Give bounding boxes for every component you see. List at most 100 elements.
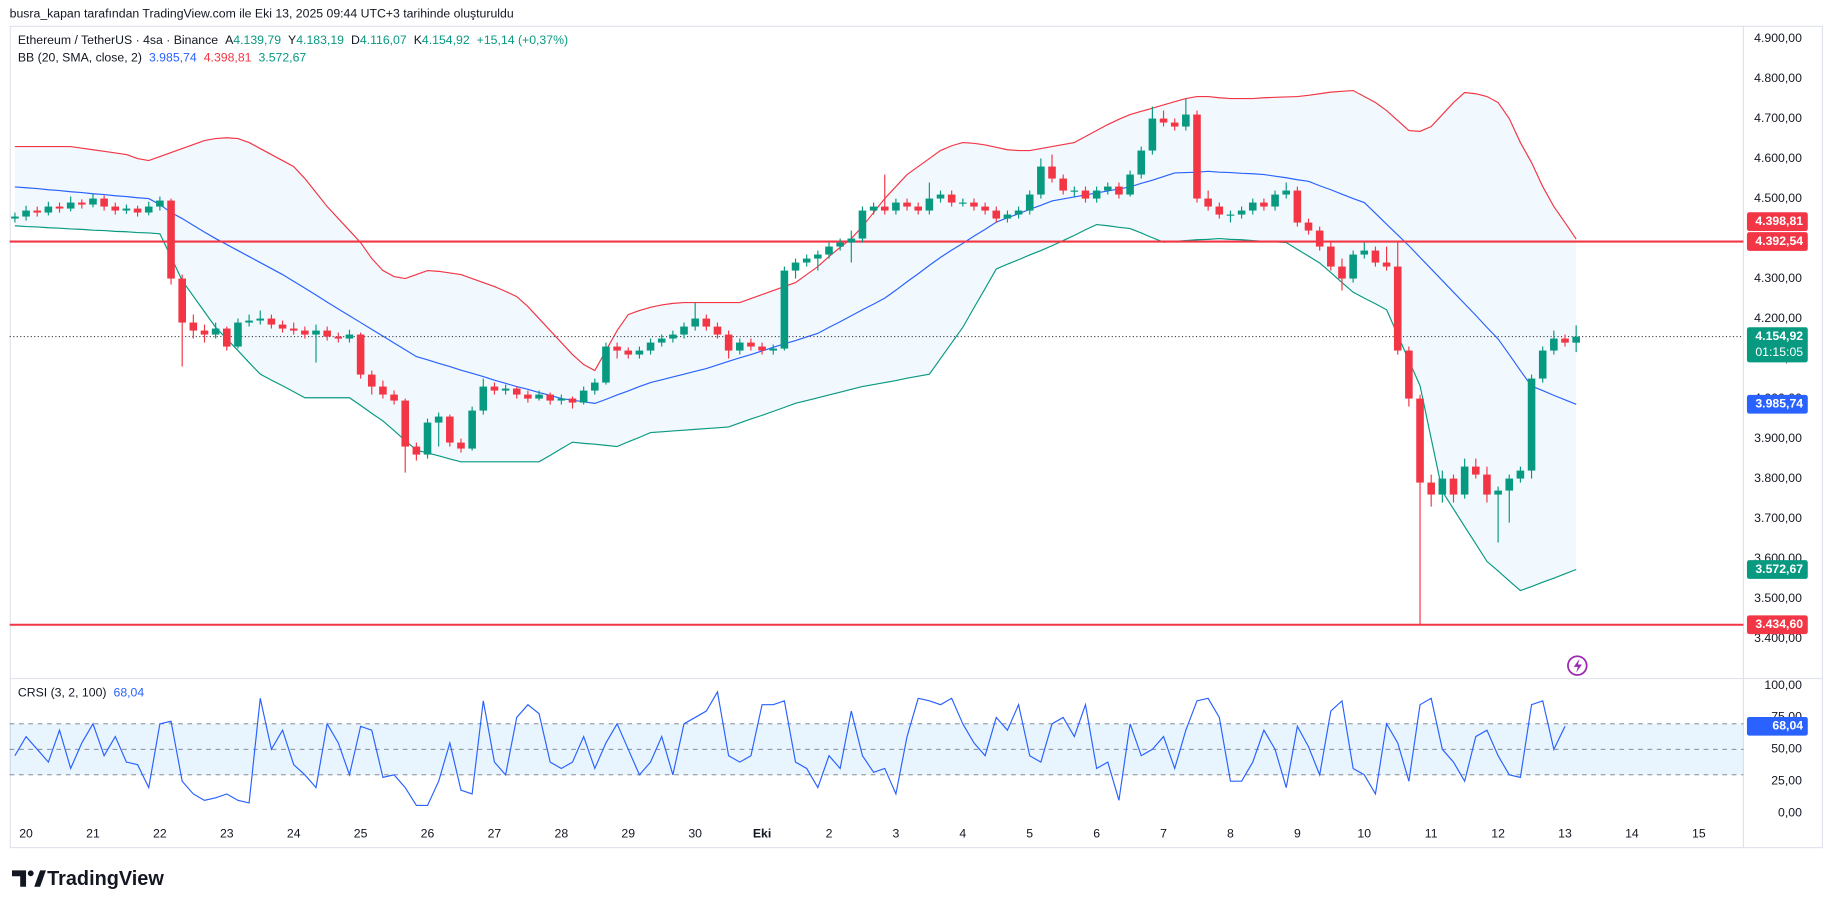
- candle-body: [468, 410, 476, 449]
- candle-body: [1315, 230, 1324, 247]
- candle-body: [334, 336, 343, 339]
- candle-body: [33, 210, 42, 213]
- price-tag-label: 4.398,81: [1755, 214, 1803, 228]
- candle-body: [234, 322, 242, 347]
- candle-body: [1059, 178, 1067, 191]
- crsi-y-tick-label: 0,00: [1778, 805, 1802, 819]
- bb-value: 4.398,81: [204, 51, 252, 65]
- price-tag: [1746, 615, 1808, 635]
- candle-body: [1014, 210, 1023, 215]
- legend-key: A: [225, 33, 234, 47]
- candle-body: [981, 206, 989, 211]
- candle-body: [1304, 222, 1313, 231]
- candle-body: [66, 202, 75, 209]
- x-tick-label: 4: [959, 826, 966, 840]
- y-tick-label: 4.500,00: [1754, 191, 1802, 205]
- bb-layer: [14, 89, 1577, 592]
- y-tick-label: 4.900,00: [1754, 31, 1802, 45]
- candle-body: [345, 334, 354, 339]
- candle-body: [546, 394, 554, 401]
- candle-body: [1215, 206, 1224, 215]
- candle-body: [1237, 210, 1246, 215]
- candle-body: [869, 206, 878, 211]
- legend-value: 4.183,19: [296, 33, 344, 47]
- price-tag-label: 4.154,92: [1755, 329, 1803, 343]
- candle-body: [1248, 202, 1257, 211]
- candle-body: [825, 246, 833, 255]
- legend-value: 4.154,92: [422, 33, 470, 47]
- x-tick-label: 5: [1026, 826, 1033, 840]
- crsi-line: [14, 690, 1566, 807]
- candle-body: [1282, 190, 1291, 195]
- price-tag-label: 3.985,74: [1755, 397, 1803, 411]
- candle-body: [512, 388, 521, 395]
- tag-layer: 4.398,81 4.392,54 4.154,92 01:15:05 3.985,74…: [1746, 212, 1808, 736]
- candle-body: [1327, 246, 1335, 267]
- y-tick-label: 3.400,00: [1754, 631, 1802, 645]
- candle-body: [1115, 186, 1123, 195]
- legend-value: 4.116,07: [360, 33, 407, 47]
- legend-symbol: Ethereum / TetherUS · 4sa · Binance: [18, 33, 218, 47]
- candle-body: [223, 328, 231, 347]
- candle-body: [735, 342, 744, 351]
- x-tick-label: 25: [354, 826, 368, 840]
- legend-layer: Ethereum / TetherUS · 4sa · Binance A4.13…: [18, 33, 568, 700]
- candle-body: [1226, 214, 1235, 216]
- candle-body: [1148, 118, 1157, 151]
- candle-body: [1393, 266, 1402, 351]
- crsi-tag-label: 68,04: [1772, 719, 1803, 733]
- candle-body: [602, 346, 610, 383]
- candle-body: [89, 198, 97, 205]
- chart-frame: [9, 25, 1823, 849]
- candle-body: [446, 416, 454, 443]
- legend-row: Ethereum / TetherUS · 4sa · Binance A4.13…: [18, 33, 568, 47]
- x-tick-label: 3: [892, 826, 899, 840]
- price-tag: [1746, 394, 1808, 414]
- bb-line: [14, 170, 1577, 405]
- x-tick-label: 13: [1558, 826, 1572, 840]
- candle-body: [858, 210, 867, 239]
- y-tick-label: 4.700,00: [1754, 111, 1802, 125]
- candle-body: [1338, 266, 1346, 279]
- alert-icon[interactable]: [1567, 655, 1588, 676]
- candle-body: [1293, 190, 1302, 223]
- candle-body: [1193, 114, 1201, 199]
- y-tick-label: 3.500,00: [1754, 591, 1802, 605]
- candle-body: [479, 386, 488, 411]
- candle-body: [1472, 466, 1480, 475]
- candle-body: [1371, 250, 1380, 263]
- candle-body: [200, 330, 209, 335]
- candle-body: [1170, 122, 1179, 127]
- candle-body: [1438, 478, 1447, 495]
- candle-body: [1260, 202, 1268, 207]
- candle-body: [1561, 338, 1569, 343]
- candle-body: [55, 206, 64, 209]
- candle-body: [947, 194, 956, 203]
- bb-line: [14, 89, 1577, 372]
- legend-key: Y: [288, 33, 296, 47]
- candle-body: [412, 446, 421, 455]
- candle-body: [591, 382, 599, 391]
- brand-logo[interactable]: TradingView: [12, 868, 164, 890]
- candle-body: [78, 202, 86, 205]
- candle-body: [1405, 350, 1413, 399]
- candle-body: [1572, 336, 1580, 343]
- hline-layer: [9, 240, 1744, 626]
- candle-body: [702, 318, 711, 327]
- x-tick-label: 14: [1625, 826, 1639, 840]
- candle-body: [802, 258, 811, 263]
- x-tick-label: 30: [688, 826, 702, 840]
- candle-body: [992, 210, 1001, 219]
- candle-body: [1271, 194, 1279, 207]
- x-tick-label: Eki: [753, 826, 771, 840]
- x-tick-label: 15: [1692, 826, 1706, 840]
- candle-body: [1516, 470, 1525, 479]
- candle-body: [11, 216, 19, 219]
- x-tick-label: 29: [621, 826, 635, 840]
- y-tick-label: 3.700,00: [1754, 511, 1802, 525]
- x-tick-label: 28: [555, 826, 569, 840]
- candle-body: [390, 394, 398, 401]
- attribution: busra_kapan tarafından TradingView.com i…: [10, 6, 514, 20]
- legend-row: CRSI (3, 2, 100) 68,04: [18, 686, 145, 700]
- candle-body: [903, 202, 911, 207]
